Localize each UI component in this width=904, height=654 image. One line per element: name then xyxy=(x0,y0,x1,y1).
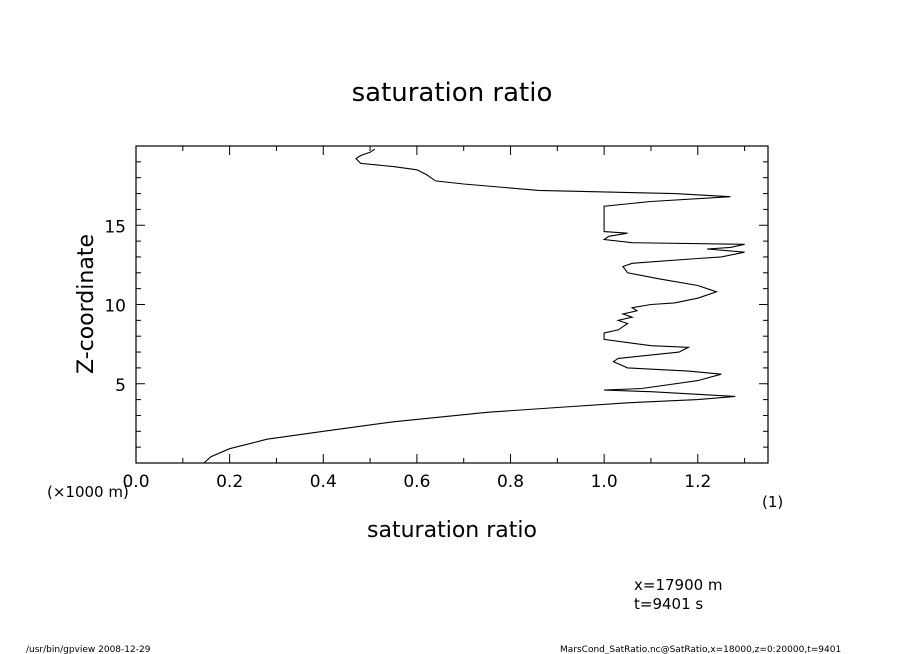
x-tick-label: 0.2 xyxy=(216,472,243,492)
y-tick-label: 15 xyxy=(104,217,126,237)
y-tick-labels: 5 10 15 xyxy=(104,217,126,396)
chart-title: saturation ratio xyxy=(352,78,553,108)
x-tick-label: 1.2 xyxy=(684,472,711,492)
x-axis-unit: (1) xyxy=(762,493,783,511)
info-time: t=9401 s xyxy=(634,595,703,613)
saturation-ratio-series-line xyxy=(203,148,745,464)
info-x-position: x=17900 m xyxy=(634,576,723,594)
x-tick-label: 1.0 xyxy=(591,472,618,492)
x-tick-labels: 0.0 0.2 0.4 0.6 0.8 1.0 1.2 xyxy=(122,472,711,492)
axis-ticks xyxy=(135,146,768,463)
x-tick-label: 0.0 xyxy=(122,472,149,492)
y-tick-label: 5 xyxy=(115,376,126,396)
footer-left: /usr/bin/gpview 2008-12-29 xyxy=(26,645,151,654)
x-tick-label: 0.4 xyxy=(310,472,337,492)
footer-right: MarsCond_SatRatio.nc@SatRatio,x=18000,z=… xyxy=(560,645,841,654)
y-axis-label: Z-coordinate xyxy=(74,234,99,374)
x-tick-label: 0.6 xyxy=(403,472,430,492)
y-tick-label: 10 xyxy=(104,297,126,317)
y-axis-unit: (×1000 m) xyxy=(47,483,129,501)
x-axis-label: saturation ratio xyxy=(367,518,537,543)
x-tick-label: 0.8 xyxy=(497,472,524,492)
